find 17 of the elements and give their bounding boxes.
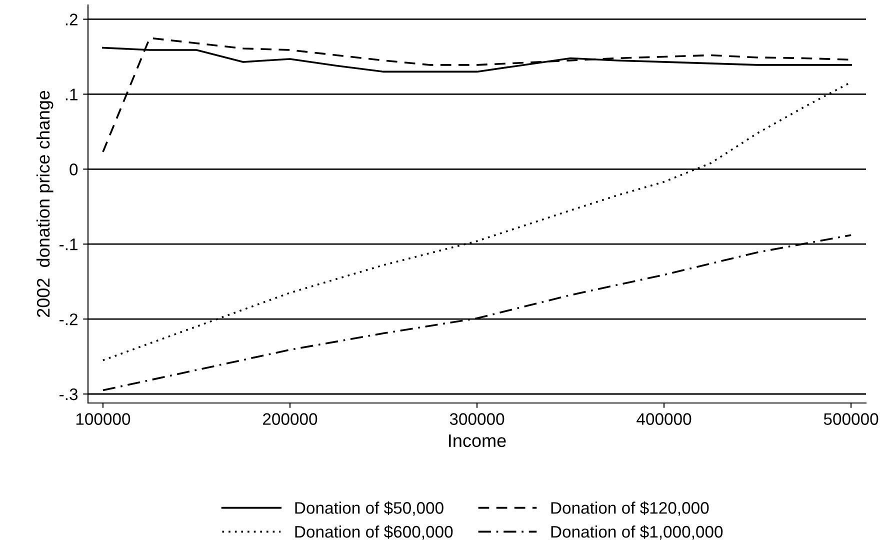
legend-label: Donation of $600,000 <box>295 525 453 540</box>
y-axis-title: 2002 donation price change <box>36 90 54 318</box>
x-tick-label: 200000 <box>263 413 318 425</box>
legend-label: Donation of $1,000,000 <box>551 525 723 540</box>
y-tick-label: -.1 <box>60 238 78 250</box>
y-tick-label: 0 <box>70 164 78 176</box>
y-tick-label: -.3 <box>60 388 78 400</box>
x-tick-label: 500000 <box>824 413 878 425</box>
legend-label: Donation of $50,000 <box>295 501 444 516</box>
legend-label: Donation of $120,000 <box>551 501 709 516</box>
y-tick-label: .2 <box>66 14 78 26</box>
x-tick-label: 400000 <box>636 413 692 425</box>
y-tick-label: -.2 <box>60 313 78 326</box>
x-tick-label: 100000 <box>76 413 130 425</box>
x-tick-label: 300000 <box>450 413 504 425</box>
y-tick-label: .1 <box>66 88 78 100</box>
x-axis-title: Income <box>449 434 506 448</box>
